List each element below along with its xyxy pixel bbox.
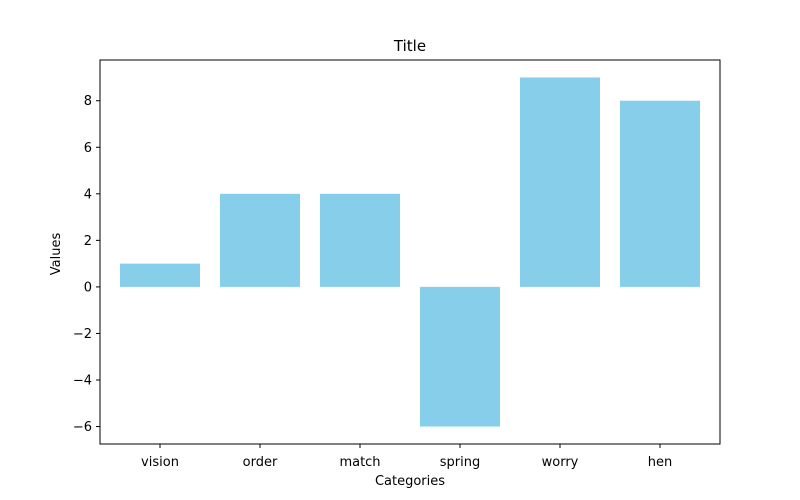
- y-tick-label: 4: [84, 187, 92, 202]
- y-axis-title: Values: [49, 233, 64, 276]
- x-tick-label: vision: [141, 455, 179, 470]
- bar-vision: [120, 263, 200, 287]
- y-tick-label: 0: [84, 280, 92, 295]
- plot-frame: [99, 59, 721, 445]
- bar-worry: [520, 77, 600, 287]
- y-tick-label: 2: [84, 234, 92, 249]
- x-tick-label: order: [243, 455, 278, 470]
- y-tick-label: −6: [73, 420, 92, 435]
- x-axis-ticks: vision order match spring worry hen: [141, 444, 672, 470]
- y-tick-label: 6: [84, 141, 92, 156]
- bar-hen: [620, 100, 700, 287]
- y-axis-ticks: −6 −4 −2 0 2 4 6 8: [73, 94, 100, 435]
- y-tick-label: 8: [84, 94, 92, 109]
- y-tick-label: −4: [73, 374, 92, 389]
- bars-layer: [120, 77, 700, 427]
- bar-order: [220, 193, 300, 287]
- bar-match: [320, 193, 400, 287]
- chart-title: Title: [393, 37, 426, 55]
- x-tick-label: hen: [648, 455, 672, 470]
- x-axis-title: Categories: [375, 474, 445, 489]
- x-tick-label: spring: [440, 455, 480, 470]
- x-tick-label: worry: [542, 455, 579, 470]
- x-tick-label: match: [339, 455, 380, 470]
- y-tick-label: −2: [73, 327, 92, 342]
- bar-spring: [420, 286, 500, 427]
